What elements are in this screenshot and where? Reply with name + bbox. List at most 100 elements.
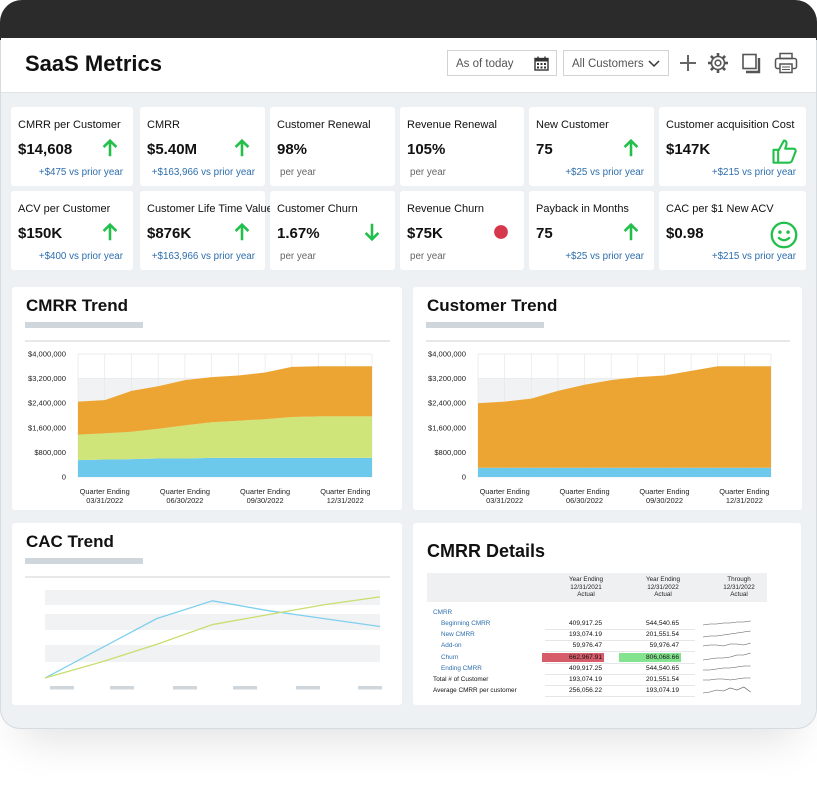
area: [78, 457, 372, 477]
kpi-note: per year: [280, 167, 316, 178]
kpi-label: Payback in Months: [536, 203, 629, 215]
row-label: Ending CMRR: [441, 664, 482, 672]
y-tick-label: $1,600,000: [28, 423, 66, 432]
kpi-label: CMRR per Customer: [18, 119, 121, 131]
column-header: Year Ending 12/31/2021 Actual: [568, 576, 604, 598]
row-label: Total # of Customer: [433, 675, 489, 683]
kpi-card: Payback in Months 75 +$25 vs prior year: [529, 191, 654, 270]
line: [44, 596, 381, 679]
kpi-delta: +$215 vs prior year: [711, 167, 796, 178]
kpi-card: Customer Life Time Value $876K +$163,966 v…: [140, 191, 273, 270]
sparkline: [703, 652, 751, 660]
kpi-label: Customer Churn: [277, 203, 358, 215]
thumb-icon: [772, 139, 797, 164]
sparkline-path: [703, 686, 751, 694]
kpi-label: ACV per Customer: [18, 203, 111, 215]
row-rule: [545, 684, 695, 686]
kpi-label: Customer Renewal: [277, 119, 371, 131]
row-rule: [545, 696, 695, 698]
sparkline-path: [703, 620, 751, 626]
sparkline: [703, 643, 751, 647]
kpi-value: $5.40M: [147, 141, 198, 158]
kpi-card: Customer Churn 1.67% per year: [270, 191, 395, 270]
grid-band: [45, 590, 380, 605]
table-cell: 256,056.22: [568, 687, 602, 695]
kpi-delta: +$25 vs prior year: [565, 251, 644, 262]
kpi-icon: [102, 138, 118, 157]
y-tick-label: $800,000: [434, 448, 466, 457]
line: [44, 600, 381, 679]
kpi-icon: [494, 225, 508, 239]
status-dot: [494, 225, 508, 239]
arrow-up-icon: [234, 222, 250, 241]
table-cell: 193,074.19: [645, 687, 679, 695]
print-button[interactable]: [774, 52, 798, 74]
x-tick-label: Quarter Ending 03/31/2022: [479, 487, 530, 505]
sparkline: [703, 677, 751, 681]
arrow-up-icon: [623, 138, 639, 157]
chart: Customer Trend 0 $800,000 $1,600,000 $2,400,…: [426, 296, 790, 482]
kpi-icon: [234, 222, 250, 241]
kpi-value: $0.98: [666, 225, 704, 242]
smile-mouth: [777, 236, 791, 242]
table-cell: 193,074.19: [568, 675, 602, 683]
sparkline-path: [703, 631, 751, 638]
row-rule: [545, 662, 695, 664]
kpi-icon: [102, 222, 118, 241]
sparkline-path: [703, 677, 751, 681]
customer-filter-text: All Customers: [572, 58, 644, 70]
chart: CMRR Trend 0 $800,000 $1,600,000 $2,400,000 $…: [25, 296, 390, 482]
table-cell: 544,540.65: [645, 620, 679, 628]
kpi-value: $150K: [18, 225, 63, 242]
x-tick-label: Quarter Ending 12/31/2022: [719, 487, 770, 505]
kpi-card: ACV per Customer $150K +$400 vs prior year: [11, 191, 133, 270]
kpi-icon: [234, 138, 250, 157]
row-label: Average CMRR per customer: [433, 687, 517, 695]
grid-band: [45, 645, 380, 662]
y-tick-label: 0: [62, 473, 66, 482]
y-tick-label: $800,000: [34, 448, 66, 457]
y-tick-label: $4,000,000: [28, 350, 66, 359]
date-filter[interactable]: As of today: [447, 50, 557, 76]
kpi-value: $147K: [666, 141, 711, 158]
header-bar: [1, 38, 816, 93]
smile-eye: [778, 230, 782, 234]
kpi-value: 1.67%: [277, 225, 320, 242]
table-title: CMRR Details: [427, 541, 546, 561]
x-tick-label: Quarter Ending 06/30/2022: [159, 487, 210, 505]
row-rule: [545, 640, 695, 642]
kpi-value: 105%: [407, 141, 446, 158]
table-cell: 201,551.54: [645, 675, 679, 683]
column-header: Year Ending 12/31/2022 Actual: [645, 576, 681, 598]
row-label: Churn: [441, 653, 459, 661]
copy-button[interactable]: [741, 53, 763, 75]
kpi-card: Customer acquisition Cost $147K +$215 vs p…: [659, 107, 806, 186]
sparkline: [703, 631, 751, 638]
kpi-delta: +$475 vs prior year: [38, 167, 123, 178]
x-tick-label: Quarter Ending 03/31/2022: [79, 487, 130, 505]
kpi-icon: [364, 223, 380, 242]
y-tick-label: $3,200,000: [28, 374, 66, 383]
chart-panel: CAC Trend: [12, 523, 402, 705]
x-tick-label: Quarter Ending 06/30/2022: [559, 487, 610, 505]
window-titlebar: [0, 0, 817, 40]
kpi-label: Revenue Renewal: [407, 119, 497, 131]
column-header: Through 12/31/2022 Actual: [723, 576, 755, 598]
chart-panel: Customer Trend 0 $800,000 $1,600,000 $2,400,…: [413, 287, 802, 510]
grid-band: [45, 614, 380, 630]
section-label: CMRR: [433, 609, 453, 616]
table-cell: 59,976.47: [649, 642, 679, 650]
title-placeholder: [426, 322, 544, 328]
smile-face: [770, 221, 798, 249]
table-cell: 59,976.47: [572, 642, 602, 650]
y-tick-label: $4,000,000: [428, 350, 466, 359]
customer-filter[interactable]: All Customers: [563, 50, 669, 76]
kpi-value: 75: [536, 141, 553, 158]
kpi-card: Revenue Churn $75K per year: [400, 191, 524, 270]
sparkline-path: [703, 665, 751, 671]
y-tick-label: $2,400,000: [428, 399, 466, 408]
settings-button[interactable]: [707, 52, 729, 74]
kpi-icon: [623, 222, 639, 241]
kpi-icon: [623, 138, 639, 157]
add-button[interactable]: [678, 53, 698, 73]
